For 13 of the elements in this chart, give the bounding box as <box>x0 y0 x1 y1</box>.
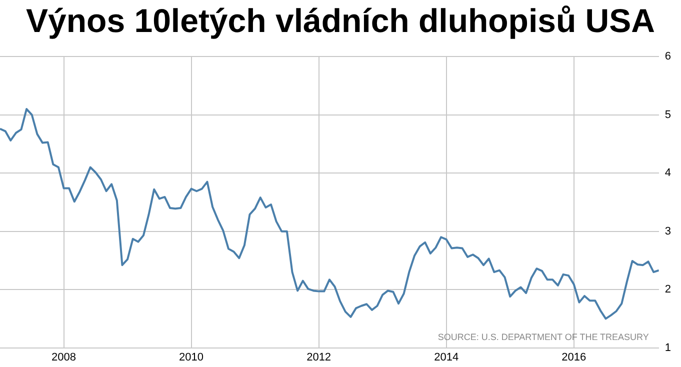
y-tick-label: 1 <box>664 342 672 354</box>
y-tick-label: 6 <box>664 50 672 63</box>
y-tick-label: 5 <box>664 108 672 121</box>
x-tick-label: 2014 <box>434 351 459 364</box>
annotation: SOURCE: U.S. DEPARTMENT OF THE TREASURY <box>438 332 649 342</box>
x-tick-label: 2010 <box>179 351 204 364</box>
y-tick-label: 2 <box>664 284 672 296</box>
x-tick-label: 2016 <box>562 351 586 364</box>
y-tick-label: 4 <box>664 167 672 180</box>
y-tick-label: 3 <box>664 225 672 238</box>
x-tick-label: 2012 <box>306 351 332 364</box>
x-tick-label: 2008 <box>52 351 76 364</box>
chart-title: Výnos 10letých vládních dluhopisů USA <box>25 1 656 41</box>
